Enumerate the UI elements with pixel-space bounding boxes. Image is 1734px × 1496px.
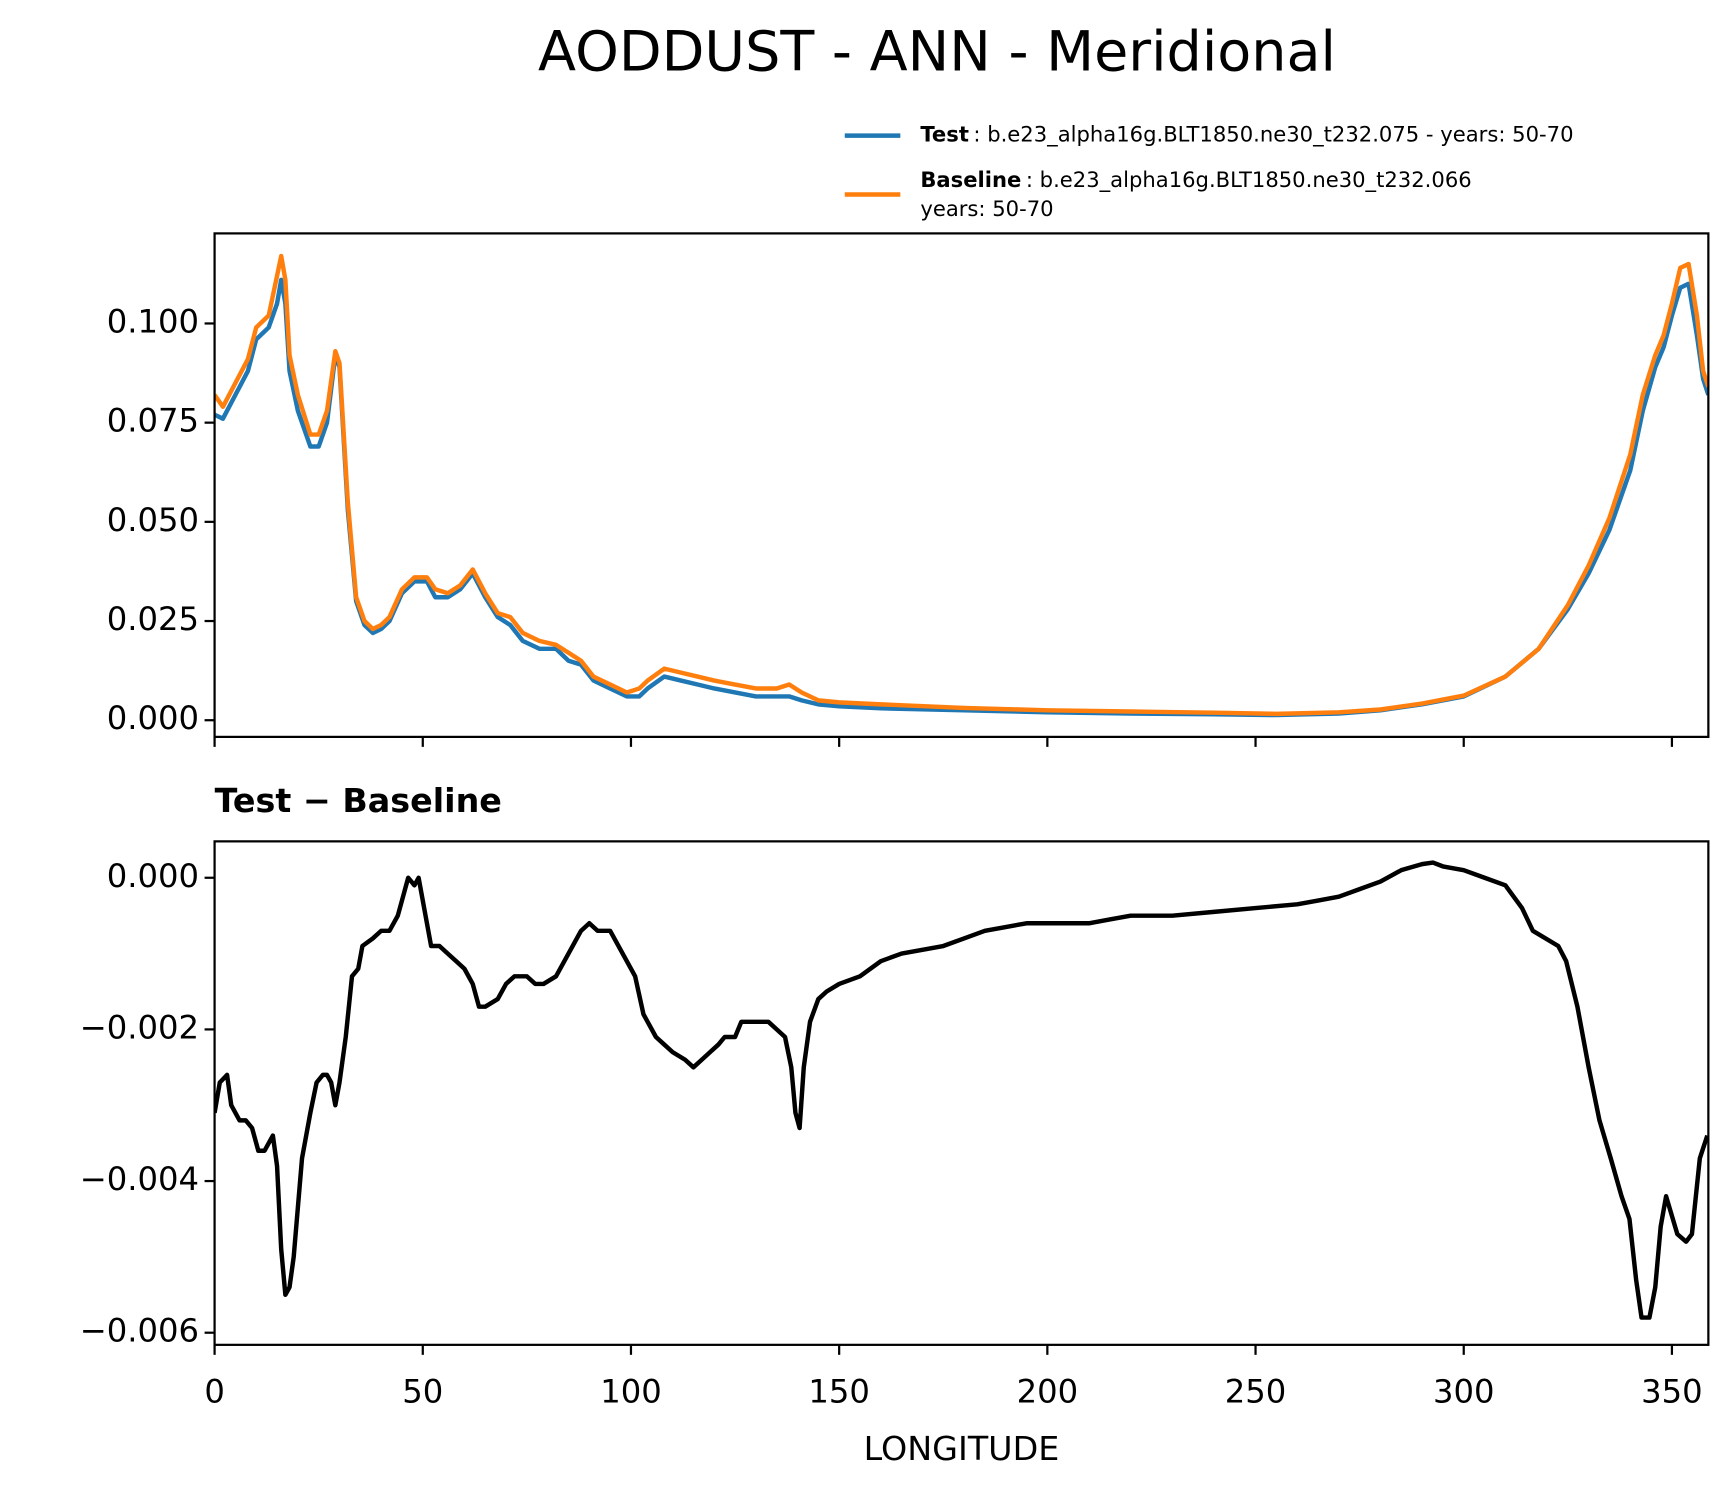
x-tick-label: 200 — [1017, 1373, 1079, 1411]
y-tick-label: 0.000 — [107, 857, 199, 895]
x-tick-label: 50 — [402, 1373, 443, 1411]
y-tick-label: 0.050 — [107, 501, 199, 539]
x-tick-label: 100 — [600, 1373, 662, 1411]
x-tick-label: 150 — [808, 1373, 870, 1411]
x-tick-label: 250 — [1225, 1373, 1287, 1411]
y-tick-label: 0.100 — [107, 302, 199, 340]
legend-details: : b.e23_alpha16g.BLT1850.ne30_t232.075 -… — [973, 122, 1573, 148]
x-tick-label: 350 — [1641, 1373, 1703, 1411]
panel-title: Test − Baseline — [215, 781, 502, 820]
y-tick-label: −0.006 — [80, 1312, 199, 1350]
y-tick-label: 0.075 — [107, 402, 199, 440]
y-tick-label: −0.004 — [80, 1160, 199, 1198]
plot-frame — [213, 840, 1710, 1346]
chart-title: AODDUST - ANN - Meridional — [538, 20, 1336, 85]
y-tick-label: 0.000 — [107, 699, 199, 737]
legend-name: Test — [920, 122, 969, 147]
x-axis-label: LONGITUDE — [864, 1429, 1060, 1468]
legend-details: years: 50-70 — [920, 196, 1053, 221]
y-tick-label: −0.002 — [80, 1008, 199, 1046]
data-line — [214, 253, 1709, 717]
x-tick-label: 300 — [1433, 1373, 1494, 1411]
x-tick-label: 0 — [204, 1373, 225, 1411]
y-tick-label: 0.025 — [107, 600, 199, 638]
data-line — [214, 277, 1709, 718]
plot-frame — [213, 232, 1710, 738]
legend-details: : b.e23_alpha16g.BLT1850.ne30_t232.066 — [1026, 167, 1472, 193]
data-line — [214, 860, 1709, 1320]
legend-name: Baseline — [920, 167, 1021, 192]
